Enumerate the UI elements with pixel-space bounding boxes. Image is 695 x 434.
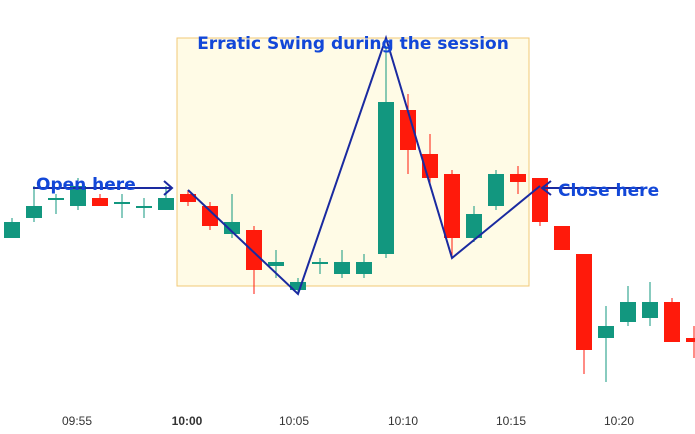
- candle: [378, 46, 394, 258]
- candle-body: [290, 282, 306, 290]
- swing-path-line: [187, 34, 541, 296]
- highlight-region: [176, 37, 530, 287]
- candle-body: [664, 302, 680, 342]
- x-tick-label: 10:20: [604, 414, 634, 428]
- candle-body: [136, 206, 152, 208]
- candle-body: [70, 186, 86, 206]
- candle-body: [620, 302, 636, 322]
- candle-body: [312, 262, 328, 264]
- x-tick-label: 09:55: [62, 414, 92, 428]
- candle: [356, 254, 372, 278]
- x-tick-label: 10:05: [279, 414, 309, 428]
- candle-body: [202, 206, 218, 226]
- candle-body: [686, 338, 695, 342]
- candle: [642, 282, 658, 326]
- candles-group: [4, 46, 695, 382]
- candle-body: [488, 174, 504, 206]
- candle: [136, 198, 152, 218]
- candle: [598, 306, 614, 382]
- candle: [114, 194, 130, 218]
- candle: [510, 166, 526, 194]
- candle-body: [180, 194, 196, 202]
- candle-body: [224, 222, 240, 234]
- candle-body: [268, 262, 284, 266]
- candle-body: [510, 174, 526, 182]
- candle: [202, 202, 218, 230]
- candle: [70, 178, 86, 210]
- candle-body: [378, 102, 394, 254]
- candle-body: [400, 110, 416, 150]
- candle-body: [48, 198, 64, 200]
- candle: [686, 326, 695, 358]
- close-annotation-label: Close here: [558, 181, 659, 201]
- candle: [488, 170, 504, 210]
- candle: [664, 298, 680, 342]
- swing-annotation-label: Erratic Swing during the session: [197, 34, 509, 54]
- candle-body: [642, 302, 658, 318]
- annotation-texts: Erratic Swing during the session Open he…: [36, 34, 659, 201]
- candle-body: [598, 326, 614, 338]
- candle: [48, 194, 64, 214]
- candle-body: [92, 198, 108, 206]
- x-axis: 09:55 10:00 10:05 10:10 10:15 10:20: [62, 414, 634, 428]
- annotation-lines: [33, 34, 642, 296]
- candle-body: [246, 230, 262, 270]
- candle-body: [334, 262, 350, 274]
- candle: [26, 186, 42, 222]
- candle: [400, 94, 416, 174]
- candle: [576, 254, 592, 374]
- candle-body: [444, 174, 460, 238]
- candle: [444, 170, 460, 258]
- open-annotation-label: Open here: [36, 175, 136, 195]
- candle-body: [26, 206, 42, 218]
- candle: [158, 186, 174, 210]
- candle-body: [466, 214, 482, 238]
- candle: [312, 258, 328, 274]
- candle: [246, 226, 262, 294]
- candle: [180, 190, 196, 206]
- close-arrowhead: [540, 180, 552, 196]
- candle: [466, 206, 482, 242]
- candle-body: [554, 226, 570, 250]
- highlight-rect: [176, 37, 530, 287]
- candle: [554, 226, 570, 250]
- open-arrowhead: [163, 180, 174, 196]
- candle-body: [4, 222, 20, 238]
- candle-body: [114, 202, 130, 204]
- candle: [4, 218, 20, 238]
- candle-body: [356, 262, 372, 274]
- candle: [92, 194, 108, 206]
- x-tick-label: 10:10: [388, 414, 418, 428]
- x-tick-label: 10:00: [172, 414, 203, 428]
- x-tick-label: 10:15: [496, 414, 526, 428]
- candle: [620, 286, 636, 326]
- candle-body: [158, 198, 174, 210]
- candle-body: [576, 254, 592, 350]
- candle: [334, 250, 350, 278]
